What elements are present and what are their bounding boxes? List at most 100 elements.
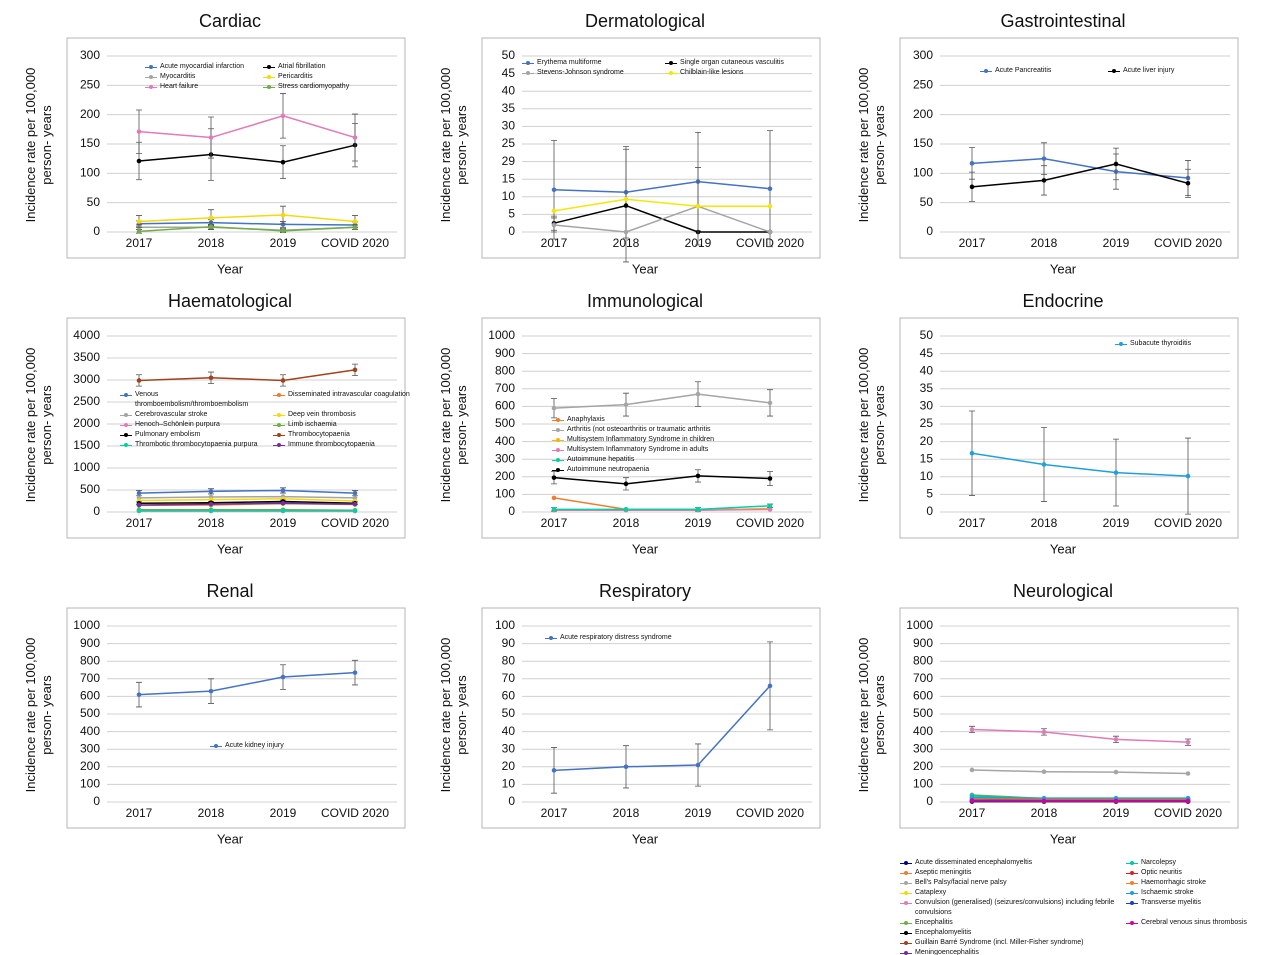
legend-label: Cerebral venous sinus thrombosis: [1141, 919, 1247, 926]
legend-swatch: [900, 918, 912, 928]
data-point: [1113, 798, 1119, 804]
data-point: [136, 692, 142, 697]
x-tick-label: 2017: [959, 236, 986, 250]
legend-item: Limb ischaemia: [273, 420, 418, 430]
chart-title: Immunological: [587, 291, 703, 311]
legend-swatch: [545, 633, 557, 643]
legend-swatch: [1126, 888, 1138, 898]
plot-frame: [481, 37, 821, 259]
plot-frame: [66, 37, 406, 259]
y-tick-label: 250: [80, 78, 100, 92]
y-axis-label: Incidence rate per 100,000 person- years: [23, 67, 54, 223]
series-line: [971, 728, 1189, 743]
y-tick-label: 50: [920, 328, 934, 342]
y-tick-label: 700: [80, 671, 100, 685]
legend-item: Anaphylaxis: [552, 415, 752, 425]
legend: Anaphylaxis Arthritis (not osteoarthritis…: [552, 415, 752, 475]
data-point: [280, 674, 286, 680]
y-tick-label: 30: [502, 741, 516, 755]
legend-item: Immune thrombocytopaenia: [273, 440, 418, 450]
data-point: [136, 490, 142, 496]
y-tick-label: 30: [502, 119, 516, 133]
legend: Venous thromboembolism/thromboembolism Di…: [120, 390, 418, 450]
data-point: [208, 215, 214, 221]
y-tick-label: 50: [920, 195, 934, 209]
y-tick-label: 250: [913, 78, 933, 92]
y-tick-label: 0: [926, 224, 933, 238]
y-tick-label: 40: [502, 83, 516, 97]
legend-item: Chilblain-like lesions: [665, 68, 800, 78]
data-point: [280, 508, 286, 513]
legend-swatch: [522, 68, 534, 78]
x-tick-label: 2019: [685, 516, 712, 530]
chart-title: Endocrine: [1022, 291, 1103, 311]
y-tick-label: 25: [502, 136, 516, 150]
legend-swatch: [273, 420, 285, 430]
series-line: [138, 495, 356, 499]
x-tick-label: 2019: [1103, 516, 1130, 530]
data-point: [352, 501, 358, 507]
legend-label: Autoimmune hepatitis: [567, 456, 635, 463]
legend-label: Chilblain-like lesions: [680, 69, 744, 76]
y-tick-label: 0: [926, 794, 933, 808]
data-point: [767, 503, 773, 509]
series-line: [138, 221, 356, 226]
legend-swatch: [1126, 858, 1138, 868]
y-tick-label: 5: [926, 487, 933, 501]
legend-label: Transverse myelitis: [1141, 899, 1202, 906]
data-point: [1185, 798, 1191, 804]
plot-frame: [66, 607, 406, 829]
x-axis-label: Year: [632, 261, 659, 276]
series-line: [553, 475, 771, 485]
legend-swatch: [900, 858, 912, 868]
legend-swatch: [665, 68, 677, 78]
data-point: [767, 476, 773, 481]
legend-label: Encephalitis: [915, 919, 953, 926]
x-tick-label: 2017: [126, 236, 153, 250]
data-point: [208, 489, 214, 494]
data-point: [695, 507, 701, 512]
x-tick-label: 2017: [959, 806, 986, 820]
data-point: [1185, 771, 1191, 776]
legend-swatch: [552, 425, 564, 435]
data-point: [969, 450, 975, 456]
data-point: [551, 187, 557, 193]
legend-label: Immune thrombocytopaenia: [288, 441, 375, 448]
y-tick-label: 500: [80, 482, 100, 496]
legend-item: Acute respiratory distress syndrome: [545, 633, 705, 643]
x-axis-label: Year: [217, 831, 244, 846]
data-point: [551, 768, 557, 773]
y-axis-label: Incidence rate per 100,000 person- years: [438, 67, 469, 223]
data-point: [280, 228, 286, 234]
x-tick-label: COVID 2020: [321, 516, 389, 530]
data-point: [1185, 739, 1191, 745]
legend-swatch: [980, 66, 992, 76]
legend-label: Pericarditis: [278, 73, 313, 80]
legend-item: Cerebral venous sinus thrombosis: [1126, 918, 1280, 928]
data-point: [208, 224, 214, 230]
y-tick-label: 80: [502, 653, 516, 667]
y-tick-label: 900: [913, 636, 933, 650]
y-tick-label: 300: [80, 741, 100, 755]
data-point: [969, 161, 975, 166]
x-tick-label: 2017: [126, 806, 153, 820]
y-tick-label: 60: [502, 689, 516, 703]
y-tick-label: 800: [495, 363, 515, 377]
data-point: [551, 405, 557, 411]
y-tick-label: 25: [920, 416, 934, 430]
x-tick-label: 2017: [126, 516, 153, 530]
legend-swatch: [120, 430, 132, 440]
series-line: [971, 769, 1189, 775]
legend-swatch: [145, 62, 157, 72]
data-point: [969, 184, 975, 190]
legend-swatch: [120, 410, 132, 420]
legend-item: Optic neuritis: [1126, 868, 1280, 878]
x-tick-label: COVID 2020: [1154, 516, 1222, 530]
y-tick-label: 600: [80, 689, 100, 703]
legend-label: Acute liver injury: [1123, 67, 1175, 74]
legend-label: Multisystem Inflammatory Syndrome in adu…: [567, 446, 709, 453]
legend-swatch: [552, 455, 564, 465]
series-line: [138, 500, 356, 504]
data-point: [208, 688, 214, 694]
